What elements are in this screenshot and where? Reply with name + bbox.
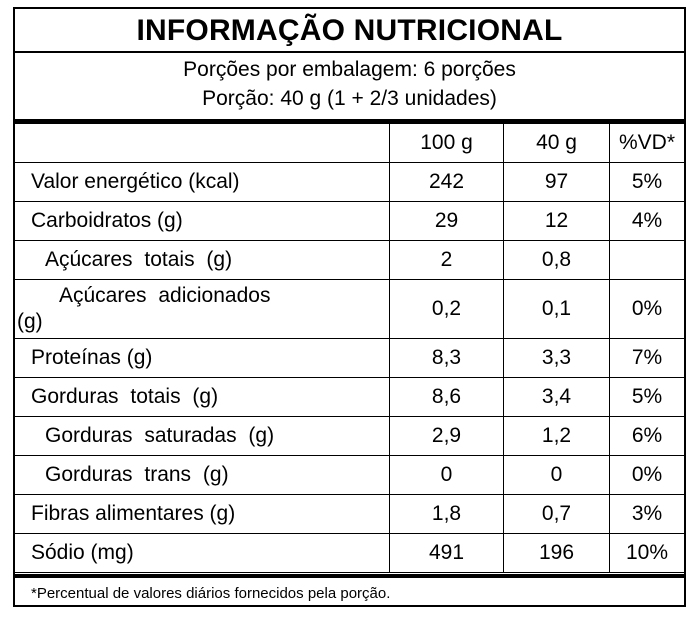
value-portion: 0,7 [503, 494, 610, 534]
table-row: Açúcares adicionados (g) 0,2 0,1 0% [15, 279, 684, 339]
nutrient-name: Sódio (mg) [15, 533, 390, 573]
table-row: Sódio (mg) 491 196 10% [15, 533, 684, 573]
value-portion: 97 [503, 162, 610, 202]
value-portion: 1,2 [503, 416, 610, 456]
table-row: Gorduras totais (g) 8,6 3,4 5% [15, 377, 684, 417]
value-100g: 2 [389, 240, 504, 280]
value-vd: 3% [609, 494, 684, 534]
value-portion: 3,4 [503, 377, 610, 417]
value-100g: 0 [389, 455, 504, 495]
value-vd: 10% [609, 533, 684, 573]
value-vd: 4% [609, 201, 684, 241]
value-portion: 3,3 [503, 338, 610, 378]
servings-per-package: Porções por embalagem: 6 porções [183, 58, 516, 81]
value-vd: 6% [609, 416, 684, 456]
value-vd: 5% [609, 377, 684, 417]
value-vd [609, 240, 684, 280]
value-100g: 8,3 [389, 338, 504, 378]
table-row: Valor energético (kcal) 242 97 5% [15, 162, 684, 202]
value-vd: 5% [609, 162, 684, 202]
column-header-vd: %VD* [609, 124, 684, 163]
value-portion: 12 [503, 201, 610, 241]
value-100g: 1,8 [389, 494, 504, 534]
table-header-row: 100 g 40 g %VD* [15, 124, 684, 163]
value-100g: 8,6 [389, 377, 504, 417]
column-header-100g: 100 g [389, 124, 504, 163]
value-portion: 0,1 [503, 279, 610, 339]
table-row: Gorduras saturadas (g) 2,9 1,2 6% [15, 416, 684, 456]
nutrient-name: Fibras alimentares (g) [15, 494, 390, 534]
nutrient-name: Açúcares adicionados (g) [15, 279, 390, 339]
value-100g: 491 [389, 533, 504, 573]
value-100g: 242 [389, 162, 504, 202]
value-vd: 7% [609, 338, 684, 378]
nutrient-name-line1: Açúcares adicionados [59, 284, 271, 307]
value-portion: 0,8 [503, 240, 610, 280]
divider [15, 51, 684, 53]
table-row: Proteínas (g) 8,3 3,3 7% [15, 338, 684, 378]
nutrient-name-line2: (g) [17, 310, 43, 333]
nutrient-name: Gorduras trans (g) [15, 455, 390, 495]
serving-size: Porção: 40 g (1 + 2/3 unidades) [202, 87, 497, 110]
header-blank-cell [15, 124, 390, 163]
table-row: Fibras alimentares (g) 1,8 0,7 3% [15, 494, 684, 534]
footnote: *Percentual de valores diários fornecido… [31, 585, 391, 602]
nutrient-name: Açúcares totais (g) [15, 240, 390, 280]
table-row: Gorduras trans (g) 0 0 0% [15, 455, 684, 495]
value-portion: 0 [503, 455, 610, 495]
value-vd: 0% [609, 455, 684, 495]
value-vd: 0% [609, 279, 684, 339]
nutrient-name: Gorduras totais (g) [15, 377, 390, 417]
thick-divider [15, 119, 684, 124]
table-row: Açúcares totais (g) 2 0,8 [15, 240, 684, 280]
nutrient-name: Carboidratos (g) [15, 201, 390, 241]
value-100g: 0,2 [389, 279, 504, 339]
table-row: Carboidratos (g) 29 12 4% [15, 201, 684, 241]
label-title: INFORMAÇÃO NUTRICIONAL [136, 14, 563, 47]
value-portion: 196 [503, 533, 610, 573]
nutrient-name: Valor energético (kcal) [15, 162, 390, 202]
value-100g: 29 [389, 201, 504, 241]
column-header-portion: 40 g [503, 124, 610, 163]
nutrient-name: Proteínas (g) [15, 338, 390, 378]
bottom-divider [15, 574, 684, 578]
nutrient-name: Gorduras saturadas (g) [15, 416, 390, 456]
value-100g: 2,9 [389, 416, 504, 456]
nutrition-table: 100 g 40 g %VD* Valor energético (kcal) … [15, 124, 684, 573]
nutrition-facts-label: INFORMAÇÃO NUTRICIONAL Porções por embal… [13, 7, 686, 607]
